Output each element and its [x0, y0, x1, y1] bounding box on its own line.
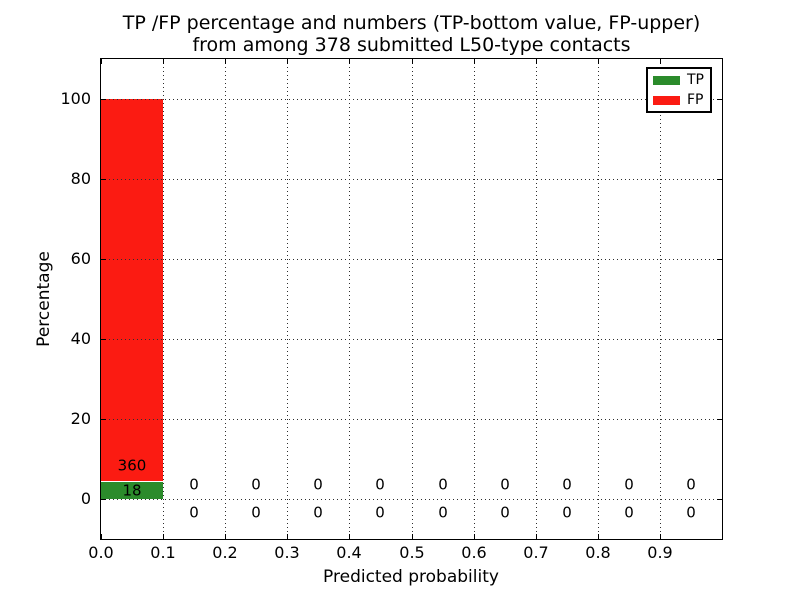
gridline-h: [101, 499, 722, 500]
legend: TP FP: [646, 67, 712, 113]
legend-label-tp: TP: [687, 72, 704, 88]
tp-count-label: 0: [686, 503, 696, 522]
tick-mark: [101, 499, 106, 500]
tick-mark: [101, 534, 102, 539]
tick-mark: [598, 59, 599, 64]
plot-area: 360 18 0 0 0 0 0 0 0 0 0 0 0 0 0 0 0 0 0…: [100, 58, 723, 540]
gridline-v: [474, 59, 475, 539]
gridline-v: [598, 59, 599, 539]
tick-mark: [717, 339, 722, 340]
tick-mark: [225, 59, 226, 64]
gridline-v: [412, 59, 413, 539]
tp-count-label: 0: [438, 503, 448, 522]
tick-mark: [287, 534, 288, 539]
tick-mark: [163, 59, 164, 64]
tick-mark: [101, 339, 106, 340]
tick-mark: [225, 534, 226, 539]
tp-count-label: 0: [313, 503, 323, 522]
gridline-v: [660, 59, 661, 539]
tp-count-label: 18: [122, 481, 142, 500]
y-tick-label: 80: [70, 169, 91, 188]
tick-mark: [349, 534, 350, 539]
gridline-v: [349, 59, 350, 539]
x-tick-label: 0.7: [523, 543, 549, 562]
fp-count-label: 0: [438, 475, 448, 494]
gridline-v: [225, 59, 226, 539]
x-tick-label: 0.4: [336, 543, 362, 562]
y-tick-label: 0: [80, 489, 91, 508]
x-tick-label: 0.2: [212, 543, 238, 562]
gridline-v: [163, 59, 164, 539]
legend-swatch-tp: [653, 76, 680, 85]
y-tick-label: 100: [60, 89, 91, 108]
fp-count-label: 0: [375, 475, 385, 494]
tick-mark: [101, 59, 102, 64]
x-tick-label: 0.1: [150, 543, 176, 562]
y-tick-label: 20: [70, 409, 91, 428]
tick-mark: [660, 59, 661, 64]
tick-mark: [412, 534, 413, 539]
fp-count-label: 0: [500, 475, 510, 494]
tick-mark: [598, 534, 599, 539]
tick-mark: [412, 59, 413, 64]
tick-mark: [101, 99, 106, 100]
tick-mark: [717, 179, 722, 180]
tick-mark: [101, 419, 106, 420]
y-tick-label: 60: [70, 249, 91, 268]
tick-mark: [349, 59, 350, 64]
tp-count-label: 0: [375, 503, 385, 522]
gridline-h: [101, 339, 722, 340]
chart-title-line1: TP /FP percentage and numbers (TP-bottom…: [122, 12, 701, 34]
tick-mark: [717, 419, 722, 420]
tick-mark: [474, 534, 475, 539]
x-tick-label: 0.8: [585, 543, 611, 562]
tick-mark: [717, 499, 722, 500]
tick-mark: [474, 59, 475, 64]
tp-count-label: 0: [189, 503, 199, 522]
tp-count-label: 0: [500, 503, 510, 522]
fp-count-label: 0: [313, 475, 323, 494]
tp-count-label: 0: [624, 503, 634, 522]
fp-count-label: 360: [117, 456, 147, 475]
tick-mark: [101, 179, 106, 180]
x-tick-label: 0.0: [88, 543, 114, 562]
tick-mark: [536, 59, 537, 64]
gridline-v: [287, 59, 288, 539]
fp-count-label: 0: [686, 475, 696, 494]
fp-count-label: 0: [251, 475, 261, 494]
chart-title: TP /FP percentage and numbers (TP-bottom…: [101, 12, 722, 56]
gridline-h: [101, 99, 722, 100]
tick-mark: [163, 534, 164, 539]
tick-mark: [660, 534, 661, 539]
fp-count-label: 0: [624, 475, 634, 494]
fp-count-label: 0: [562, 475, 572, 494]
gridline-v: [536, 59, 537, 539]
tp-count-label: 0: [562, 503, 572, 522]
chart-title-line2: from among 378 submitted L50-type contac…: [192, 34, 631, 56]
x-tick-label: 0.6: [461, 543, 487, 562]
tick-mark: [287, 59, 288, 64]
x-tick-label: 0.3: [274, 543, 300, 562]
x-tick-label: 0.5: [399, 543, 425, 562]
legend-label-fp: FP: [687, 92, 704, 108]
tp-count-label: 0: [251, 503, 261, 522]
tp-bar-segment: [101, 482, 163, 499]
tick-mark: [717, 99, 722, 100]
tick-mark: [101, 259, 106, 260]
gridline-h: [101, 179, 722, 180]
legend-swatch-fp: [653, 96, 680, 105]
y-tick-label: 40: [70, 329, 91, 348]
fp-count-label: 0: [189, 475, 199, 494]
gridline-h: [101, 259, 722, 260]
tick-mark: [536, 534, 537, 539]
gridline-h: [101, 419, 722, 420]
x-axis-label: Predicted probability: [323, 567, 499, 587]
fp-bar-segment: [101, 99, 163, 481]
x-tick-label: 0.9: [647, 543, 673, 562]
tick-mark: [717, 259, 722, 260]
